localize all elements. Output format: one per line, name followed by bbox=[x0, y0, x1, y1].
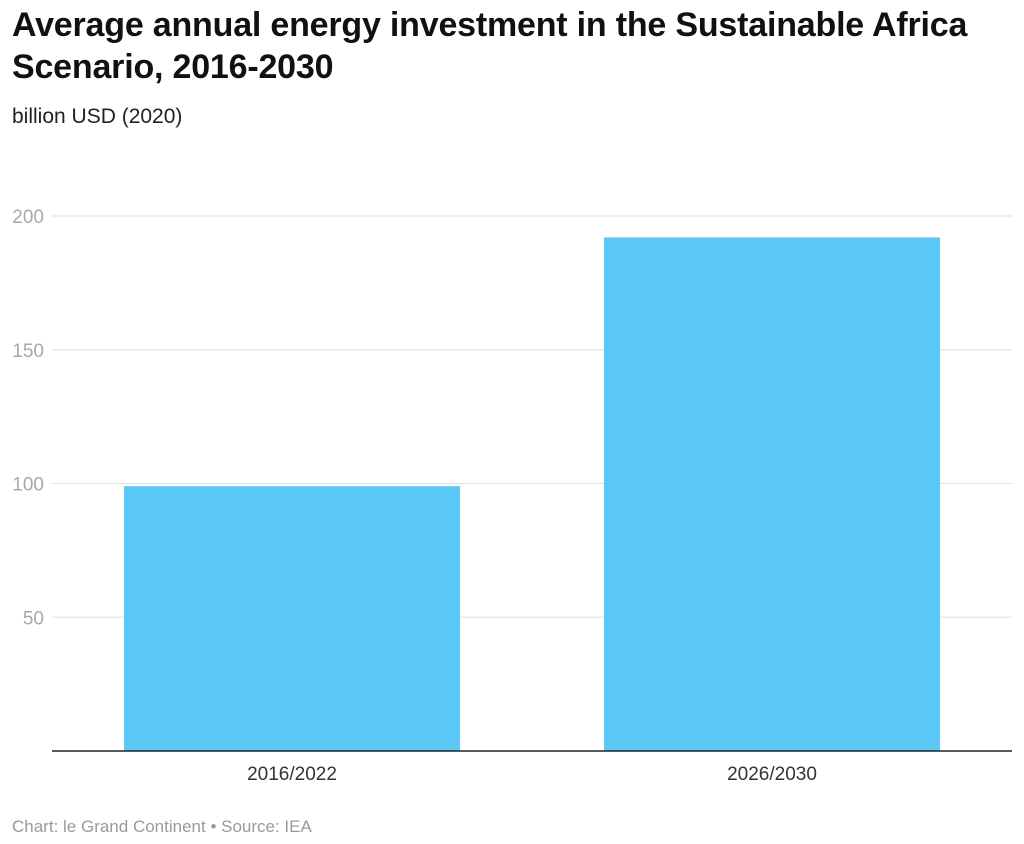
bars bbox=[124, 237, 940, 751]
bar-2026-2030 bbox=[604, 237, 940, 751]
y-tick-label: 50 bbox=[23, 608, 44, 629]
y-tick-label: 200 bbox=[12, 207, 44, 228]
chart-title: Average annual energy investment in the … bbox=[12, 6, 968, 86]
x-category-label: 2016/2022 bbox=[247, 764, 337, 785]
y-tick-label: 100 bbox=[12, 475, 44, 496]
chart-subtitle: billion USD (2020) bbox=[12, 105, 183, 128]
y-tick-label: 150 bbox=[12, 341, 44, 362]
bar-2016-2022 bbox=[124, 486, 460, 751]
bar-chart: 50 100 150 200 2016/2022 2026/2030 bbox=[12, 207, 1012, 785]
chart-source-credit: Chart: le Grand Continent • Source: IEA bbox=[12, 817, 312, 836]
x-category-label: 2026/2030 bbox=[727, 764, 817, 785]
axes: 50 100 150 200 2016/2022 2026/2030 bbox=[12, 207, 1012, 785]
